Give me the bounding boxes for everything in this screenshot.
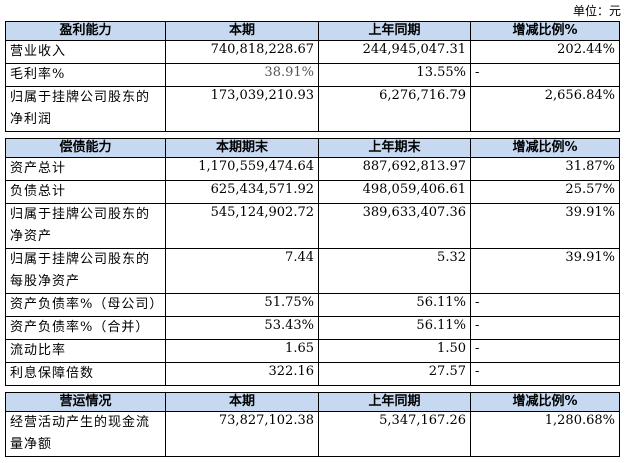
table: 营运情况 本期 上年同期 增减比例% 经营活动产生的现金流量净额 73,827,102.3…: [5, 392, 620, 457]
row: 归属于挂牌公司股东的净资产 545,124,902.72 389,633,407.3…: [5, 203, 620, 249]
cell: 53.43%: [165, 316, 319, 340]
row: 负债总计 625,434,571.92 498,059,406.61 25.57%: [5, 180, 620, 204]
row-label: 利息保障倍数: [5, 362, 166, 386]
cell: 202.44%: [470, 40, 620, 64]
header-cell: 增减比例%: [470, 392, 620, 412]
cell: 6,276,716.79: [318, 86, 471, 132]
cell: 25.57%: [470, 180, 620, 204]
header-cell: 盈利能力: [5, 21, 166, 41]
row-label: 营业收入: [5, 40, 166, 64]
row-label: 毛利率%: [5, 63, 166, 87]
cell: 51.75%: [165, 293, 319, 317]
row: 毛利率% 38.91% 13.55% -: [5, 63, 620, 87]
header-cell: 上年同期: [318, 21, 471, 41]
cell: 173,039,210.93: [165, 86, 319, 132]
cell: 38.91%: [165, 63, 319, 87]
cell: 498,059,406.61: [318, 180, 471, 204]
cell: 5.32: [318, 248, 471, 294]
cell: 545,124,902.72: [165, 203, 319, 249]
cell: 625,434,571.92: [165, 180, 319, 204]
cell: 56.11%: [318, 293, 471, 317]
table: 盈利能力 本期 上年同期 增减比例% 营业收入 740,818,228.67 244,945…: [5, 21, 620, 132]
tables: 盈利能力 本期 上年同期 增减比例% 营业收入 740,818,228.67 244,945…: [5, 21, 620, 463]
row-label: 资产总计: [5, 157, 166, 181]
cell: 5,347,167.26: [318, 411, 471, 457]
cell: 39.91%: [470, 248, 620, 294]
row: 利息保障倍数 322.16 27.57-: [5, 362, 620, 386]
row: 流动比率 1.65 1.50-: [5, 339, 620, 363]
row-label: 经营活动产生的现金流量净额: [5, 411, 166, 457]
row-label: 归属于挂牌公司股东的净利润: [5, 86, 166, 132]
row-label: 流动比率: [5, 339, 166, 363]
cell: 1,280.68%: [470, 411, 620, 457]
cell: 322.16: [165, 362, 319, 386]
cell: 1.65: [165, 339, 319, 363]
cell: 389,633,407.36: [318, 203, 471, 249]
cell: 31.87%: [470, 157, 620, 181]
row-label: 负债总计: [5, 180, 166, 204]
cell: -: [470, 362, 620, 386]
row: 资产负债率%（母公司） 51.75% 56.11% -: [5, 293, 620, 317]
header-row: 营运情况 本期 上年同期 增减比例%: [5, 392, 620, 412]
cell: 887,692,813.97: [318, 157, 471, 181]
page: 单位：元 盈利能力 本期 上年同期 增减比例% 营业收入 740,818,228.67 24…: [5, 4, 621, 457]
cell: 7.44: [165, 248, 319, 294]
header-cell: 增减比例%: [470, 21, 620, 41]
row: 归属于挂牌公司股东的净利润 173,039,210.93 6,276,716.79 2…: [5, 86, 620, 132]
header-cell: 营运情况: [5, 392, 166, 412]
cell: 56.11%: [318, 316, 471, 340]
cell: 2,656.84%: [470, 86, 620, 132]
cell: 73,827,102.38: [165, 411, 319, 457]
header-cell: 本期期末: [165, 138, 319, 158]
cell: -: [470, 316, 620, 340]
header-cell: 本期: [165, 392, 319, 412]
cell: 244,945,047.31: [318, 40, 471, 64]
cell: 1.50: [318, 339, 471, 363]
cell: 39.91%: [470, 203, 620, 249]
header-cell: 本期: [165, 21, 319, 41]
row: 营业收入 740,818,228.67 244,945,047.31 202.44%: [5, 40, 620, 64]
cell: -: [470, 293, 620, 317]
header-cell: 增减比例%: [470, 138, 620, 158]
cell: -: [470, 339, 620, 363]
row: 经营活动产生的现金流量净额 73,827,102.38 5,347,167.26 1,…: [5, 411, 620, 457]
cell: 13.55%: [318, 63, 471, 87]
header-cell: 上年同期: [318, 392, 471, 412]
cell: 1,170,559,474.64: [165, 157, 319, 181]
row: 资产总计 1,170,559,474.64 887,692,813.97 31.87%: [5, 157, 620, 181]
row: 资产负债率%（合并） 53.43% 56.11% -: [5, 316, 620, 340]
header-row: 偿债能力 本期期末 上年期末 增减比例%: [5, 138, 620, 158]
header-row: 盈利能力 本期 上年同期 增减比例%: [5, 21, 620, 41]
table: 偿债能力 本期期末 上年期末 增减比例% 资产总计 1,170,559,474.64 887…: [5, 138, 620, 386]
header-cell: 偿债能力: [5, 138, 166, 158]
cell: 27.57: [318, 362, 471, 386]
row-label: 归属于挂牌公司股东的净资产: [5, 203, 166, 249]
unit-label: 单位：元: [572, 4, 621, 18]
cell: -: [470, 63, 620, 87]
header-cell: 上年期末: [318, 138, 471, 158]
row-label: 资产负债率%（合并）: [5, 316, 166, 340]
cell: 740,818,228.67: [165, 40, 319, 64]
row-label: 归属于挂牌公司股东的每股净资产: [5, 248, 166, 294]
row: 归属于挂牌公司股东的每股净资产 7.44 5.32 39.91%: [5, 248, 620, 294]
row-label: 资产负债率%（母公司）: [5, 293, 166, 317]
